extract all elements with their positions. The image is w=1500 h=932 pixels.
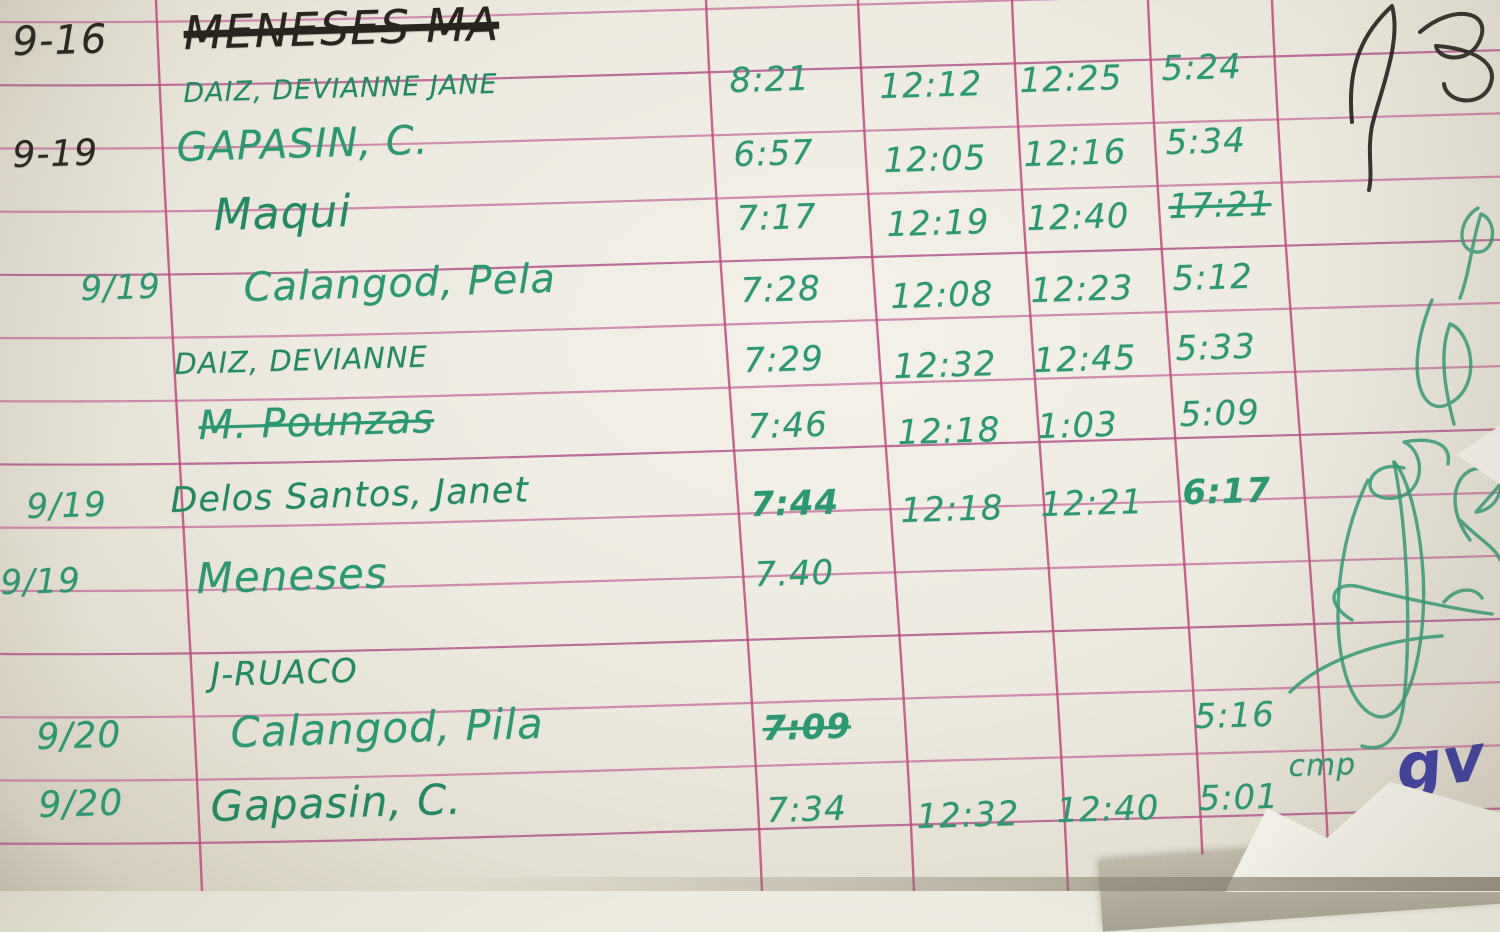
time-cell: 5:34 (1164, 120, 1247, 163)
time-cell: 8:21 (728, 58, 811, 101)
time-cell: 7:44 (749, 482, 840, 525)
time-cell: 12:23 (1029, 267, 1135, 311)
signature-green-5 (1336, 460, 1426, 719)
row-date: 9-16 (11, 16, 109, 65)
row-name: Calangod, Pila (229, 698, 545, 757)
row-name: Calangod, Pela (242, 255, 557, 311)
row-name: DAIZ, DEVIANNE (173, 339, 429, 381)
time-cell: 5:09 (1178, 392, 1261, 435)
time-cell: 7.40 (753, 552, 835, 595)
time-cell: 1:03 (1036, 404, 1119, 447)
signature-green-4 (1415, 298, 1473, 426)
time-cell: 12:18 (899, 487, 1005, 531)
row-name: Gapasin, C. (209, 774, 463, 831)
time-cell: 12:32 (892, 343, 998, 387)
signature-black-loop (1418, 12, 1494, 103)
signature-green-2 (1368, 438, 1450, 500)
time-cell: 5:12 (1171, 256, 1254, 299)
row-name: GAPASIN, C. (175, 117, 430, 171)
signature-green-6 (1288, 460, 1444, 750)
time-cell: 12:05 (882, 137, 988, 181)
time-cell: 7:28 (739, 268, 822, 311)
row-name: Meneses (195, 548, 389, 603)
time-cell: 12:16 (1022, 131, 1128, 175)
row-name: Maqui (212, 185, 353, 241)
time-cell: 7:46 (746, 404, 829, 447)
signature-green-1 (1458, 206, 1495, 300)
time-cell: 12:21 (1039, 481, 1145, 525)
row-name: MENESES MA (182, 0, 500, 60)
row-note: cmp (1287, 746, 1357, 784)
row-name: M. Pounzas (197, 396, 435, 449)
page-bottom-shadow (0, 877, 1500, 891)
time-cell: 6:17 (1181, 470, 1272, 513)
row-date: 9/20 (37, 782, 124, 826)
time-cell: 12:12 (878, 63, 984, 107)
time-cell: 12:45 (1032, 337, 1138, 381)
time-cell: 12:40 (1055, 787, 1161, 831)
time-cell: 12:32 (915, 793, 1021, 837)
row-date: 9-19 (11, 132, 99, 176)
time-cell: 7:17 (735, 196, 818, 239)
row-date: 9/19 (79, 266, 162, 309)
row-date: 9/19 (0, 560, 82, 603)
time-cell: 5:33 (1174, 326, 1257, 369)
time-cell: 12:18 (896, 409, 1002, 453)
row-name: J-RUACO (209, 650, 359, 694)
signature-black-stroke (1349, 4, 1397, 192)
row-date: 9/19 (25, 484, 108, 527)
time-cell: 17:21 (1167, 183, 1273, 227)
time-cell: 7:09 (761, 706, 852, 749)
row-date: 9/20 (35, 714, 122, 758)
time-cell: 12:40 (1025, 195, 1131, 239)
time-cell: 12:19 (885, 201, 991, 245)
signature-green-3 (1332, 584, 1494, 622)
time-cell: 7:29 (742, 338, 825, 381)
time-cell: 5:24 (1160, 46, 1243, 89)
time-cell: 12:08 (889, 273, 995, 317)
row-name: DAIZ, DEVIANNE JANE (182, 68, 499, 109)
time-cell: 5:16 (1193, 694, 1276, 737)
torn-edge-nick (1457, 420, 1500, 490)
time-cell: 6:57 (732, 132, 815, 175)
row-name: Delos Santos, Janet (169, 470, 530, 521)
time-cell: 7:34 (765, 788, 848, 831)
time-cell: 12:25 (1018, 57, 1124, 101)
